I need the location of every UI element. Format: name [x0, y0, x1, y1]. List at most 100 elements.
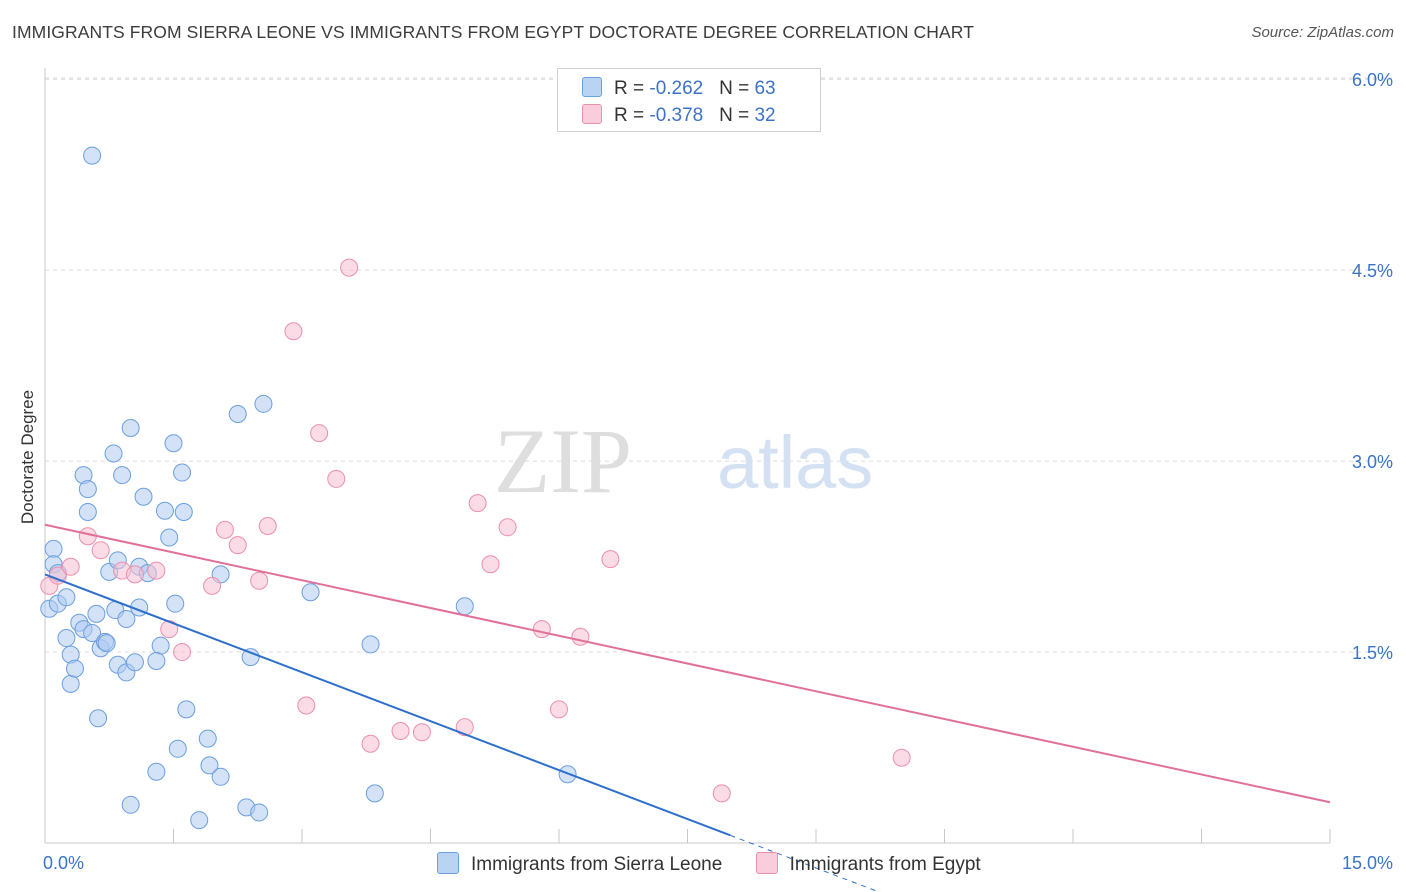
egypt-point [550, 700, 568, 719]
sierra-leone-point [151, 636, 170, 655]
egypt-trend-line [44, 523, 1331, 804]
sierra-leone-point [44, 539, 63, 558]
y-tick-label: 6.0% [1352, 70, 1393, 90]
sierra-leone-point [61, 674, 80, 693]
watermark-zip: ZIP [494, 410, 632, 512]
sierra-leone-point [211, 767, 230, 786]
sierra-leone-point [361, 635, 380, 654]
sierra-leone-point [177, 700, 196, 719]
source-label: Source: ZipAtlas.com [1251, 24, 1394, 41]
legend-row-egypt: R = -0.378 N = 32 [582, 104, 776, 127]
series-swatch-pink [755, 852, 778, 874]
sierra-leone-point [113, 466, 132, 485]
sierra-leone-point [250, 803, 269, 822]
egypt-point [250, 571, 269, 590]
y-tick-label: 3.0% [1352, 452, 1393, 472]
series-legend-item-egypt: Immigrants from Egypt [755, 852, 981, 876]
egypt-point [455, 718, 474, 737]
egypt-point [310, 424, 329, 443]
sierra-leone-point [254, 394, 273, 413]
legend-row-sierra-leone: R = -0.262 N = 63 [582, 77, 776, 100]
egypt-point [892, 748, 911, 767]
egypt-point [147, 561, 166, 580]
egypt-point [712, 784, 731, 803]
x-tick-label: 0.0% [43, 853, 84, 873]
egypt-point [340, 258, 359, 277]
egypt-point [284, 322, 303, 341]
egypt-point [125, 565, 144, 584]
egypt-point [258, 517, 277, 536]
egypt-point [391, 721, 410, 740]
tick-labels: 1.5% 3.0% 4.5% 6.0% 0.0% 15.0% [43, 70, 1393, 873]
egypt-point [91, 541, 110, 560]
sierra-leone-point [78, 503, 97, 522]
sierra-leone-point [174, 503, 193, 522]
y-tick-label: 1.5% [1352, 643, 1393, 663]
watermark-atlas: atlas [717, 421, 873, 504]
egypt-point [361, 734, 380, 753]
sierra-leone-point [173, 463, 192, 482]
sierra-leone-point [83, 623, 102, 642]
grid-lines [45, 77, 1392, 653]
egypt-point [468, 494, 487, 513]
sierra-leone-point [228, 404, 247, 423]
series-swatch-blue [437, 852, 459, 874]
sierra-leone-trend-extension [730, 834, 881, 892]
sierra-leone-point [147, 651, 166, 670]
series-legend-item-sierra-leone: Immigrants from Sierra Leone [437, 852, 722, 876]
egypt-point [228, 536, 247, 555]
sierra-leone-point [190, 811, 209, 830]
sierra-leone-point [104, 444, 123, 463]
legend: R = -0.262 N = 63 R = -0.378 N = 32 [557, 68, 821, 132]
egypt-point [327, 469, 346, 488]
sierra-leone-point [160, 528, 179, 547]
legend-n-label: N = [719, 78, 755, 99]
egypt-point [481, 555, 500, 574]
egypt-point [173, 643, 192, 662]
legend-r-label: R = [614, 105, 650, 126]
sierra-leone-point [87, 604, 106, 623]
axes [44, 68, 1331, 844]
sierra-leone-point [121, 419, 140, 438]
sierra-leone-point [455, 597, 474, 616]
legend-r-value: -0.262 [649, 78, 704, 99]
sierra-leone-point [166, 594, 185, 613]
sierra-leone-point [83, 146, 102, 165]
sierra-leone-point [117, 609, 136, 628]
egypt-point [215, 520, 234, 539]
x-tick-label: 15.0% [1342, 853, 1393, 873]
egypt-point [412, 723, 431, 742]
sierra-leone-point [97, 634, 116, 653]
sierra-leone-point [168, 739, 187, 758]
sierra-leone-point [57, 629, 76, 648]
chart-title: IMMIGRANTS FROM SIERRA LEONE VS IMMIGRAN… [12, 22, 975, 42]
egypt-point [571, 627, 590, 646]
sierra-leone-point [241, 648, 260, 667]
trend-lines [44, 523, 1331, 892]
egypt-point [203, 576, 222, 595]
legend-swatch-pink [582, 104, 602, 124]
sierra-leone-point [134, 487, 153, 506]
egypt-point [297, 696, 316, 715]
legend-n-value: 32 [754, 105, 776, 126]
sierra-leone-point [125, 653, 144, 672]
sierra-leone-point [155, 501, 174, 520]
sierra-leone-trend-line [44, 573, 731, 837]
legend-n-label: N = [719, 105, 755, 126]
legend-swatch-blue [582, 77, 602, 97]
sierra-leone-point [164, 434, 183, 453]
legend-r-label: R = [614, 78, 650, 99]
series-sierra-leone-points [40, 146, 577, 830]
sierra-leone-point [301, 583, 320, 602]
sierra-leone-point [200, 756, 219, 775]
egypt-point [601, 550, 620, 569]
sierra-leone-point [121, 795, 140, 814]
legend-n-value: 63 [754, 78, 776, 99]
egypt-point [498, 518, 517, 537]
series-name: Immigrants from Egypt [789, 854, 981, 875]
y-tick-label: 4.5% [1352, 261, 1393, 281]
sierra-leone-point [57, 588, 76, 607]
sierra-leone-point [365, 784, 384, 803]
egypt-point [532, 620, 551, 639]
